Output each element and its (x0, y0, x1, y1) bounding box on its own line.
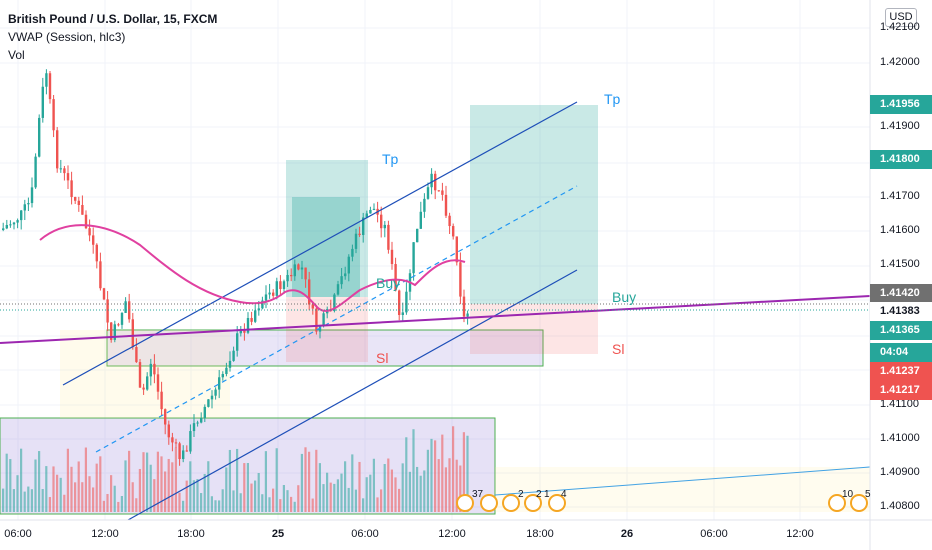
position1-profit-zone (286, 160, 368, 297)
price-tag-tp1: 1.41800 (870, 150, 932, 169)
price-label: 1.40800 (880, 500, 920, 512)
event-flag-icon[interactable] (828, 494, 846, 512)
time-label: 12:00 (91, 528, 119, 540)
price-label: 1.41500 (880, 258, 920, 270)
time-label: 12:00 (786, 528, 814, 540)
demand-zone-box (106, 329, 544, 367)
channel-fill (60, 330, 230, 418)
event-count: 10 (842, 489, 854, 500)
chart-legend: British Pound / U.S. Dollar, 15, FXCM VW… (8, 10, 217, 64)
time-label: 06:00 (351, 528, 379, 540)
buy-label-1[interactable]: Buy (376, 275, 401, 291)
event-flag-icon[interactable] (480, 494, 498, 512)
event-count: 2 (536, 489, 542, 500)
event-count: 2 (518, 489, 524, 500)
channel-mid-line (95, 185, 578, 453)
time-label: 25 (271, 528, 285, 540)
tp-label-2[interactable]: Tp (604, 91, 621, 107)
price-tag-sl1: 1.41237 (870, 362, 932, 381)
buy-label-2[interactable]: Buy (612, 289, 637, 305)
lower-trendline (494, 466, 871, 496)
price-label: 1.41100 (880, 398, 919, 410)
position2-profit-zone (470, 105, 598, 304)
price-label: 1.41900 (880, 120, 920, 132)
time-label: 06:00 (4, 528, 32, 540)
price-label: 1.41600 (880, 224, 920, 236)
channel-lower-line (127, 269, 578, 521)
volume-bars (2, 426, 469, 512)
vwap-line (39, 224, 466, 312)
time-label: 18:00 (177, 528, 205, 540)
countdown-tag: 04:04 (870, 343, 932, 362)
indicator-vol-label[interactable]: Vol (8, 48, 25, 62)
currency-button[interactable]: USD (885, 8, 917, 27)
time-label: 12:00 (438, 528, 466, 540)
time-label: 26 (620, 528, 634, 540)
event-count: 1 (544, 489, 550, 500)
sl-label-1[interactable]: Sl (376, 350, 389, 366)
event-flag-icon[interactable] (548, 494, 566, 512)
time-label: 06:00 (700, 528, 728, 540)
event-count: 4 (561, 489, 567, 500)
price-label: 1.40900 (880, 466, 920, 478)
price-label: 1.41000 (880, 432, 920, 444)
event-flag-icon[interactable] (502, 494, 520, 512)
sl-label-2[interactable]: Sl (612, 341, 625, 357)
price-tag-current: 1.41365 (870, 321, 932, 340)
event-count: 5 (865, 489, 871, 500)
event-flag-icon[interactable] (850, 494, 868, 512)
price-label: 1.42000 (880, 56, 920, 68)
support-trendline (0, 295, 871, 344)
event-flag-icon[interactable] (524, 494, 542, 512)
price-tag-entry: 1.41383 (870, 302, 932, 321)
event-count: 37 (472, 489, 484, 500)
indicator-vwap-label[interactable]: VWAP (Session, hlc3) (8, 30, 126, 44)
time-label: 18:00 (526, 528, 554, 540)
price-tag-sl2: 1.41217 (870, 381, 932, 400)
price-label: 1.42100 (880, 21, 920, 33)
symbol-title[interactable]: British Pound / U.S. Dollar, 15, FXCM (8, 12, 218, 26)
price-tag-tp2: 1.41956 (870, 95, 932, 114)
channel-upper-line (62, 101, 578, 386)
position1-profit-zone-inner (292, 197, 360, 297)
price-tag-prev: 1.41420 (870, 284, 932, 303)
event-flag-icon[interactable] (456, 494, 474, 512)
price-label: 1.41700 (880, 190, 920, 202)
tp-label-1[interactable]: Tp (382, 151, 399, 167)
